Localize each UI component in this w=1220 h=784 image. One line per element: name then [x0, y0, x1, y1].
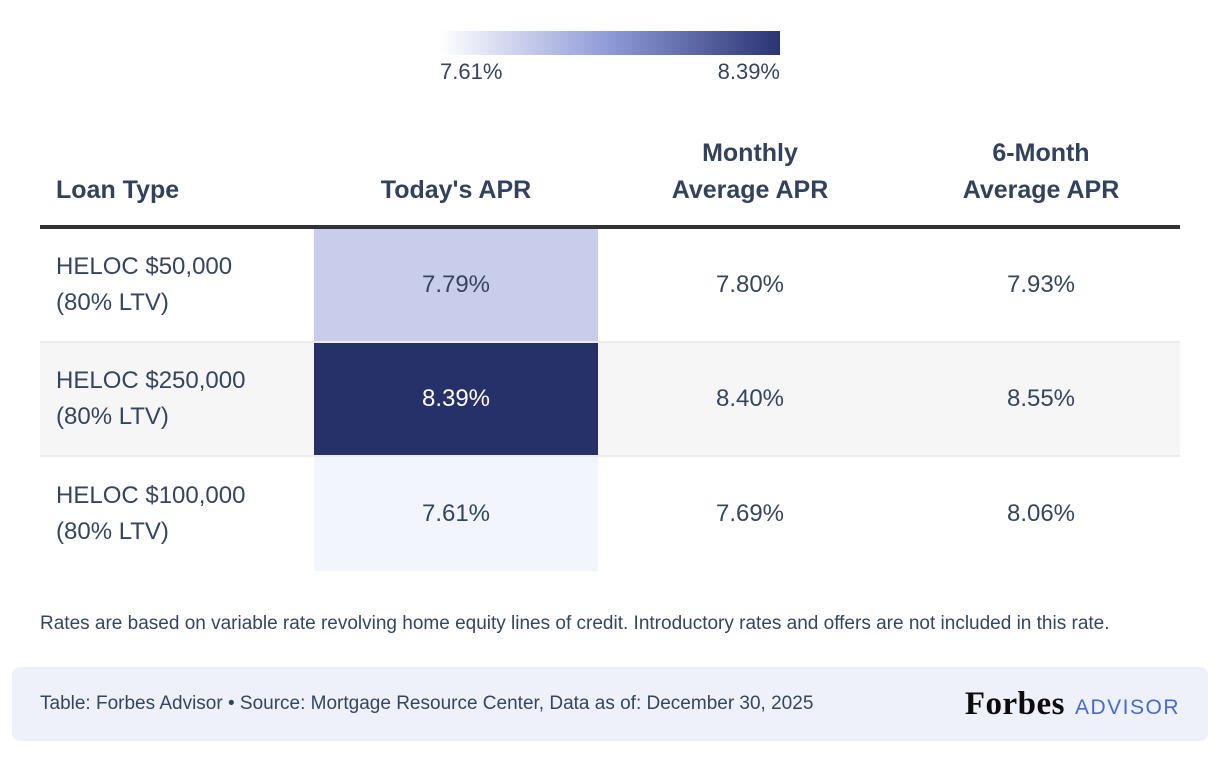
- table-row: HELOC $250,000 (80% LTV) 8.39% 8.40% 8.5…: [40, 343, 1180, 457]
- heatmap-legend: 7.61% 8.39%: [0, 0, 1220, 85]
- table-row: HELOC $50,000 (80% LTV) 7.79% 7.80% 7.93…: [40, 229, 1180, 343]
- table-header-row: Loan Type Today's APR Monthly Average AP…: [40, 135, 1180, 229]
- advisor-wordmark: ADVISOR: [1074, 695, 1180, 719]
- attribution-text: Table: Forbes Advisor • Source: Mortgage…: [40, 693, 814, 714]
- legend-max-label: 8.39%: [717, 59, 780, 84]
- header-6-month-average-apr: 6-Month Average APR: [962, 139, 1120, 204]
- heloc-rates-graphic: 7.61% 8.39% Loan Type Today's APR Monthl…: [0, 0, 1220, 741]
- forbes-advisor-logo: Forbes ADVISOR: [965, 686, 1180, 723]
- 6-month-average-apr-cell: 8.06%: [1006, 500, 1076, 527]
- table-row: HELOC $100,000 (80% LTV) 7.61% 7.69% 8.0…: [40, 457, 1180, 571]
- loan-type-name: HELOC $250,000: [56, 367, 246, 394]
- loan-type-ltv: (80% LTV): [56, 403, 169, 430]
- footer-bar: Table: Forbes Advisor • Source: Mortgage…: [12, 667, 1208, 741]
- loan-type-cell: HELOC $100,000 (80% LTV): [40, 457, 314, 571]
- header-todays-apr: Today's APR: [380, 176, 532, 204]
- loan-type-name: HELOC $50,000: [56, 253, 233, 280]
- loan-type-name: HELOC $100,000: [56, 482, 246, 509]
- heatmap-gradient-bar: [440, 31, 780, 55]
- header-monthly-average-apr: Monthly Average APR: [671, 139, 829, 204]
- heatmap-legend-labels: 7.61% 8.39%: [440, 59, 780, 85]
- todays-apr-heatmap-cell: 7.79%: [314, 229, 598, 341]
- header-loan-type: Loan Type: [56, 176, 180, 204]
- loan-type-cell: HELOC $250,000 (80% LTV): [40, 343, 314, 455]
- 6-month-average-apr-cell: 8.55%: [1006, 385, 1076, 412]
- legend-min-label: 7.61%: [440, 59, 503, 84]
- monthly-average-apr-cell: 7.80%: [715, 271, 785, 298]
- loan-type-cell: HELOC $50,000 (80% LTV): [40, 229, 314, 341]
- loan-type-ltv: (80% LTV): [56, 289, 169, 316]
- todays-apr-heatmap-cell: 8.39%: [314, 343, 598, 455]
- forbes-wordmark: Forbes: [964, 685, 1065, 722]
- loan-type-ltv: (80% LTV): [56, 518, 169, 545]
- 6-month-average-apr-cell: 7.93%: [1006, 271, 1076, 298]
- monthly-average-apr-cell: 8.40%: [715, 385, 785, 412]
- footnote: Rates are based on variable rate revolvi…: [40, 613, 1110, 634]
- rates-table: Loan Type Today's APR Monthly Average AP…: [40, 135, 1180, 571]
- monthly-average-apr-cell: 7.69%: [715, 500, 785, 527]
- todays-apr-heatmap-cell: 7.61%: [314, 457, 598, 571]
